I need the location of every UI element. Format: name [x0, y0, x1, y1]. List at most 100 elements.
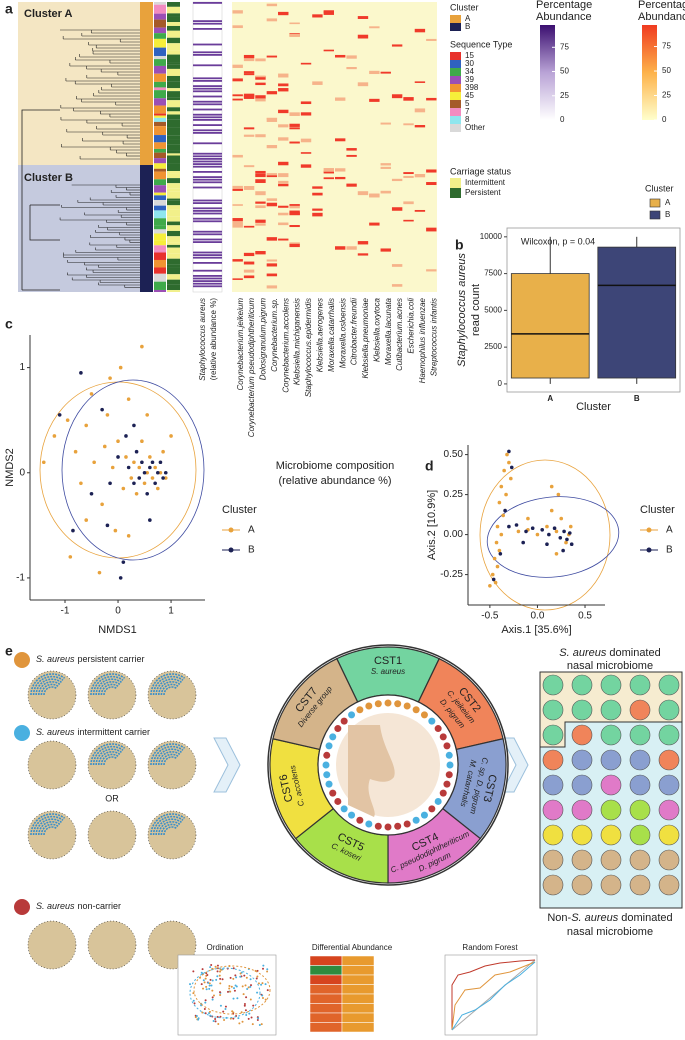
thumb-point	[256, 969, 259, 972]
sample	[87, 810, 137, 860]
thumb-point	[215, 978, 218, 981]
point	[153, 465, 157, 470]
carriage-bar	[167, 191, 180, 199]
heatmap-cell	[243, 127, 255, 130]
carriage-bar	[167, 144, 180, 151]
heatmap-column-label: Streptococcus infantis	[429, 298, 438, 376]
heatmap-cell	[312, 212, 323, 217]
heatmap-cell	[335, 54, 346, 58]
ring-dot	[334, 725, 342, 733]
heatmap-cell	[414, 28, 426, 33]
thumb-point	[234, 974, 237, 977]
legend-label: B	[465, 22, 470, 31]
heatmap-cell	[300, 101, 312, 105]
staph-cell	[193, 87, 222, 90]
colorbar-title: Percentage	[536, 0, 592, 11]
ring-dot	[384, 699, 392, 707]
point	[108, 376, 112, 380]
heatmap-cell	[426, 269, 437, 272]
grid-cell	[571, 874, 593, 896]
thumb-point	[192, 999, 195, 1002]
point	[57, 413, 62, 417]
carriage-bar	[167, 225, 180, 231]
point	[118, 576, 123, 580]
thumb-point	[219, 1004, 222, 1007]
grid-cell	[658, 824, 680, 846]
chevron	[501, 737, 529, 793]
point	[145, 491, 149, 496]
st-bar	[154, 121, 166, 127]
heatmap-cell	[255, 58, 266, 62]
heatmap-cell	[403, 97, 414, 101]
grid-cell	[571, 749, 593, 771]
heatmap-cell	[243, 261, 255, 265]
thumb-point	[201, 1011, 204, 1014]
cluster-bar	[140, 165, 153, 292]
point	[148, 518, 152, 522]
panel-label: a	[5, 1, 13, 17]
staph-label: Staphylococcus aureus	[198, 298, 207, 381]
ellipse	[486, 496, 620, 578]
thumb-point	[192, 970, 195, 973]
thumb-point	[262, 964, 265, 967]
staph-cell	[193, 155, 222, 158]
point	[497, 548, 502, 553]
legend-label: Persistent	[465, 188, 501, 197]
st-bar	[154, 47, 166, 56]
legend-swatch	[450, 76, 461, 84]
staph-cell	[193, 124, 222, 126]
legend-label: Intermittent	[465, 178, 506, 187]
heatmap-cell	[266, 237, 278, 241]
heatmap-cell	[243, 71, 255, 74]
grid-cell	[658, 674, 680, 696]
cst-name: CST1	[374, 655, 402, 667]
ring-dot	[348, 711, 356, 719]
thumb-point	[235, 985, 238, 988]
point	[71, 528, 75, 533]
carriage-bar	[167, 236, 180, 243]
grid-cell	[542, 749, 564, 771]
grid-cell	[571, 824, 593, 846]
st-bar	[154, 195, 166, 201]
heatmap-cell	[323, 11, 334, 15]
colorbar-title: Percentage	[638, 0, 685, 11]
st-bar	[154, 163, 166, 169]
point	[126, 465, 131, 470]
thumb-point	[209, 978, 212, 981]
staph-cell	[193, 186, 222, 189]
carriage-bar	[167, 209, 180, 217]
st-bar	[154, 179, 166, 186]
thumb-point	[217, 1023, 220, 1026]
point	[100, 502, 104, 507]
ring-dot	[323, 771, 331, 779]
thumb-point	[203, 981, 206, 984]
heatmap-cell	[414, 108, 426, 113]
st-bar	[154, 267, 166, 274]
heatmap-cell	[335, 246, 346, 250]
panel-label: d	[425, 458, 434, 474]
legend-swatch	[450, 60, 461, 68]
group-icon	[14, 725, 30, 741]
legend-label: 34	[465, 67, 474, 76]
legend-title: Cluster	[450, 2, 479, 12]
carriage-bar	[167, 150, 180, 154]
staph-cell	[193, 51, 222, 54]
heatmap-column-label: Klebsiella.michiganensis	[293, 298, 302, 385]
thumb-point	[228, 984, 231, 987]
heatmap-cell	[232, 10, 243, 14]
ring-dot	[334, 797, 342, 805]
point	[140, 344, 144, 349]
point	[140, 460, 144, 465]
carriage-bar	[167, 221, 180, 226]
point	[150, 460, 155, 465]
thumb-point	[239, 972, 242, 975]
staph-cell	[193, 202, 222, 204]
heatmap-cell	[278, 222, 289, 226]
st-bar	[154, 185, 166, 193]
thumb-point	[244, 984, 247, 987]
point	[564, 540, 568, 545]
thumb-cell	[309, 955, 343, 966]
legend-label: 39	[465, 75, 474, 84]
point	[137, 465, 142, 470]
st-bar	[154, 13, 166, 20]
